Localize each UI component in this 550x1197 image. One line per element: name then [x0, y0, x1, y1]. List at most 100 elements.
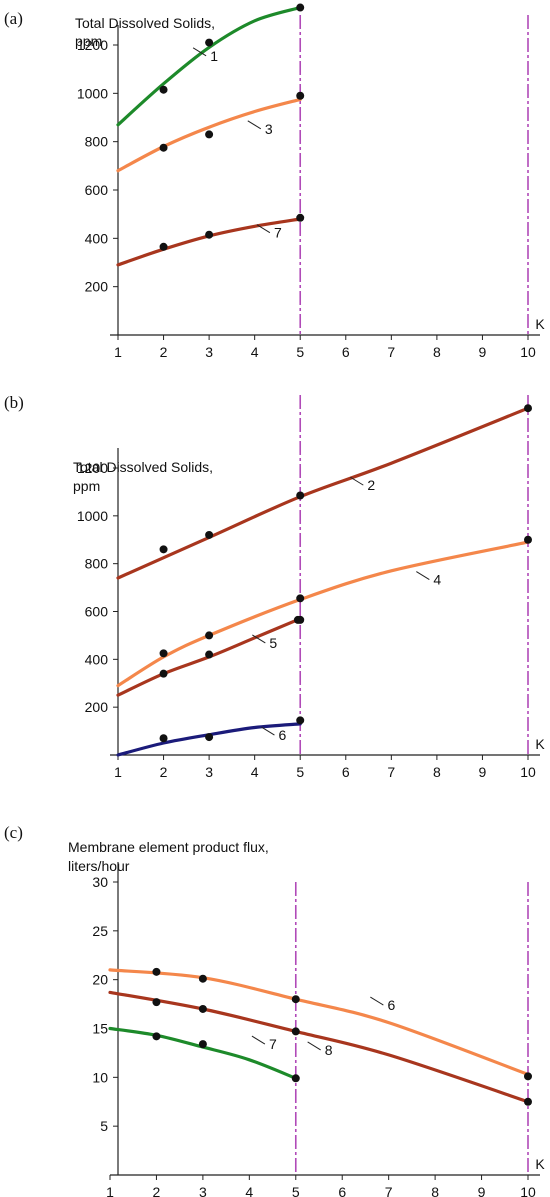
curve-label-leader: [416, 571, 430, 581]
series-line-1: [116, 5, 302, 127]
curve-label: 8: [325, 1042, 333, 1058]
x-tick-label: 3: [199, 1184, 207, 1197]
y-tick-label: 200: [85, 279, 109, 295]
data-point: [296, 213, 305, 222]
curve-label-leader: [247, 120, 262, 130]
y-tick-label: 15: [92, 1021, 108, 1037]
x-tick-label: 10: [520, 344, 536, 360]
curve-label: 7: [269, 1036, 277, 1052]
y-tick-label: 30: [92, 874, 108, 890]
y-tick-label: 10: [92, 1069, 108, 1085]
y-axis-label: Membrane element product flux,: [68, 839, 269, 855]
y-tick-label: 25: [92, 923, 108, 939]
curve-label-leader: [307, 1041, 321, 1051]
data-point: [159, 545, 168, 554]
x-axis-label: K: [535, 316, 545, 332]
x-tick-label: 9: [479, 764, 487, 780]
y-tick-label: 20: [92, 972, 108, 988]
x-tick-label: 7: [387, 344, 395, 360]
series-line-7: [116, 217, 302, 267]
data-point: [205, 230, 214, 239]
data-point: [524, 535, 532, 544]
x-tick-label: 2: [153, 1184, 161, 1197]
y-tick-label: 400: [85, 651, 109, 667]
x-tick-label: 6: [342, 764, 350, 780]
chart-panel-2: (b) Total Dissolved Solids, ppm 200 400 600 80…: [4, 393, 545, 780]
x-tick-label: 5: [292, 1184, 300, 1197]
data-point: [296, 594, 305, 603]
x-tick-label: 6: [342, 344, 350, 360]
y-axis-label: Total Dissolved Solids,: [73, 459, 213, 475]
x-tick-label: 6: [338, 1184, 346, 1197]
curve-label: 6: [279, 727, 287, 743]
data-point: [159, 242, 168, 251]
data-point: [524, 1097, 532, 1106]
data-point: [291, 1074, 300, 1083]
x-tick-label: 5: [296, 764, 304, 780]
series-line-3: [116, 97, 302, 173]
x-tick-label: 2: [160, 764, 168, 780]
y-tick-label: 1000: [77, 508, 108, 524]
y-tick-label: 800: [85, 134, 109, 150]
data-point: [159, 85, 168, 94]
x-tick-label: 1: [106, 1184, 114, 1197]
series-line-4: [116, 540, 530, 688]
chart-panel-3: (c) Membrane element product flux, liters/…: [4, 823, 545, 1197]
data-point: [159, 649, 168, 658]
y-tick-label: 5: [100, 1118, 108, 1134]
curve-label: 3: [265, 121, 273, 137]
x-tick-label: 4: [251, 344, 259, 360]
x-tick-label: 7: [387, 764, 395, 780]
x-tick-label: 1: [114, 764, 122, 780]
curve-label: 5: [269, 635, 277, 651]
x-tick-label: 5: [296, 344, 304, 360]
x-tick-label: 10: [520, 1184, 536, 1197]
y-axis-label: Total Dissolved Solids,: [75, 15, 215, 31]
data-point: [159, 143, 168, 152]
curve-label: 1: [210, 48, 218, 64]
panel-label: (a): [4, 9, 23, 28]
curve-label-leader: [251, 1035, 266, 1045]
data-point: [296, 716, 305, 725]
data-point: [198, 974, 207, 983]
data-point: [296, 91, 305, 100]
curve-label: 2: [367, 477, 375, 493]
x-tick-label: 3: [205, 764, 213, 780]
x-tick-label: 9: [479, 344, 487, 360]
curve-label-leader: [370, 996, 384, 1006]
x-tick-label: 3: [205, 344, 213, 360]
x-tick-label: 8: [431, 1184, 439, 1197]
y-axis-label: ppm: [73, 478, 100, 494]
y-axis-label: liters/hour: [68, 858, 130, 874]
y-axis-label: ppm: [75, 33, 102, 49]
y-tick-label: 1200: [77, 460, 108, 476]
data-point: [159, 669, 168, 678]
x-axis-label: K: [535, 1156, 545, 1172]
curve-label-leader: [192, 47, 207, 57]
x-tick-label: 1: [114, 344, 122, 360]
y-tick-label: 1200: [77, 37, 108, 53]
x-tick-label: 8: [433, 344, 441, 360]
curve-label-leader: [261, 726, 275, 736]
x-tick-label: 9: [478, 1184, 486, 1197]
series-line-2: [116, 406, 530, 580]
data-point: [205, 631, 214, 640]
x-tick-label: 8: [433, 764, 441, 780]
data-point: [291, 1027, 300, 1036]
curve-label: 4: [433, 572, 441, 588]
data-point: [198, 1004, 207, 1013]
data-point: [296, 491, 305, 500]
data-point: [205, 733, 214, 742]
curve-label: 6: [387, 997, 395, 1013]
y-tick-label: 1000: [77, 85, 108, 101]
y-tick-label: 200: [85, 699, 109, 715]
panel-label: (c): [4, 823, 23, 842]
curve-label-leader: [350, 476, 364, 486]
curve-label-leader: [256, 224, 271, 234]
data-point: [152, 998, 161, 1007]
chart-panel-1: (a) Total Dissolved Solids, ppm 200 400 600 80…: [4, 3, 545, 360]
x-tick-label: 2: [160, 344, 168, 360]
y-tick-label: 600: [85, 182, 109, 198]
curve-label: 7: [274, 225, 282, 241]
